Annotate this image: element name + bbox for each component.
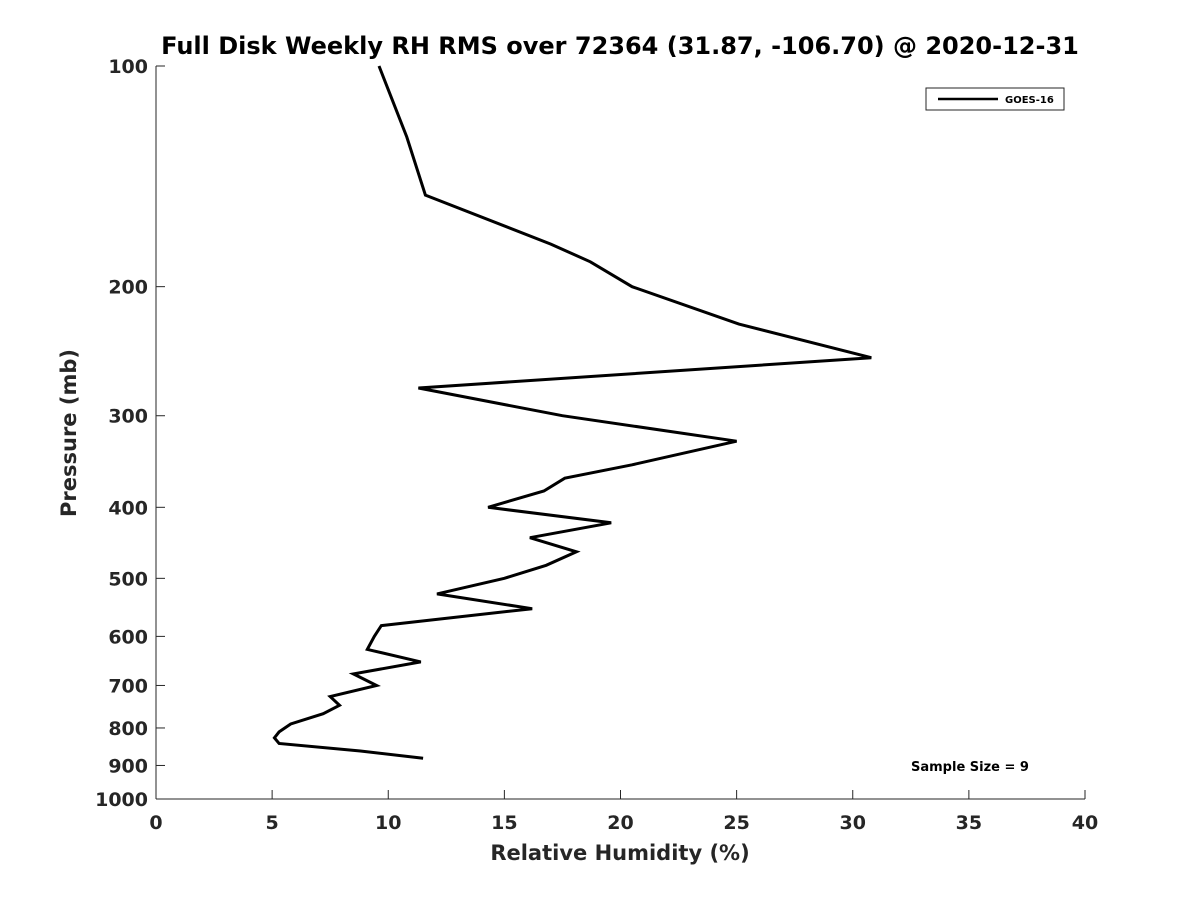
x-tick-label: 25: [723, 812, 749, 834]
series-line-goes-16: [272, 65, 872, 760]
plot-axes: [155, 66, 1085, 800]
y-tick-label: 900: [108, 755, 148, 777]
x-tick-label: 5: [266, 812, 279, 834]
y-tick-label: 400: [108, 497, 148, 519]
sample-size-annotation: Sample Size = 9: [911, 760, 1029, 775]
x-tick-label: 20: [607, 812, 633, 834]
series-layer: [272, 65, 872, 760]
y-ticks: 100 200 300 400 500 600 700 800 900 1000: [95, 56, 165, 811]
x-ticks: 0 5 10 15 20 25 30 35 40: [149, 790, 1098, 834]
chart-title: Full Disk Weekly RH RMS over 72364 (31.8…: [161, 32, 1079, 60]
x-tick-label: 40: [1072, 812, 1098, 834]
legend: GOES-16: [925, 87, 1065, 111]
y-tick-label: 500: [108, 568, 148, 590]
y-tick-label: 200: [108, 277, 148, 299]
y-tick-label: 300: [108, 406, 148, 428]
y-tick-label: 1000: [95, 789, 148, 811]
y-tick-label: 700: [108, 675, 148, 697]
y-tick-label: 600: [108, 626, 148, 648]
x-tick-label: 30: [840, 812, 866, 834]
legend-label-goes-16: GOES-16: [1005, 95, 1054, 106]
x-tick-label: 0: [149, 812, 162, 834]
y-axis-label: Pressure (mb): [57, 349, 81, 517]
x-tick-label: 35: [956, 812, 982, 834]
x-tick-label: 15: [491, 812, 517, 834]
x-axis-label: Relative Humidity (%): [490, 841, 749, 865]
x-tick-label: 10: [375, 812, 401, 834]
y-tick-label: 100: [108, 56, 148, 78]
y-tick-label: 800: [108, 718, 148, 740]
